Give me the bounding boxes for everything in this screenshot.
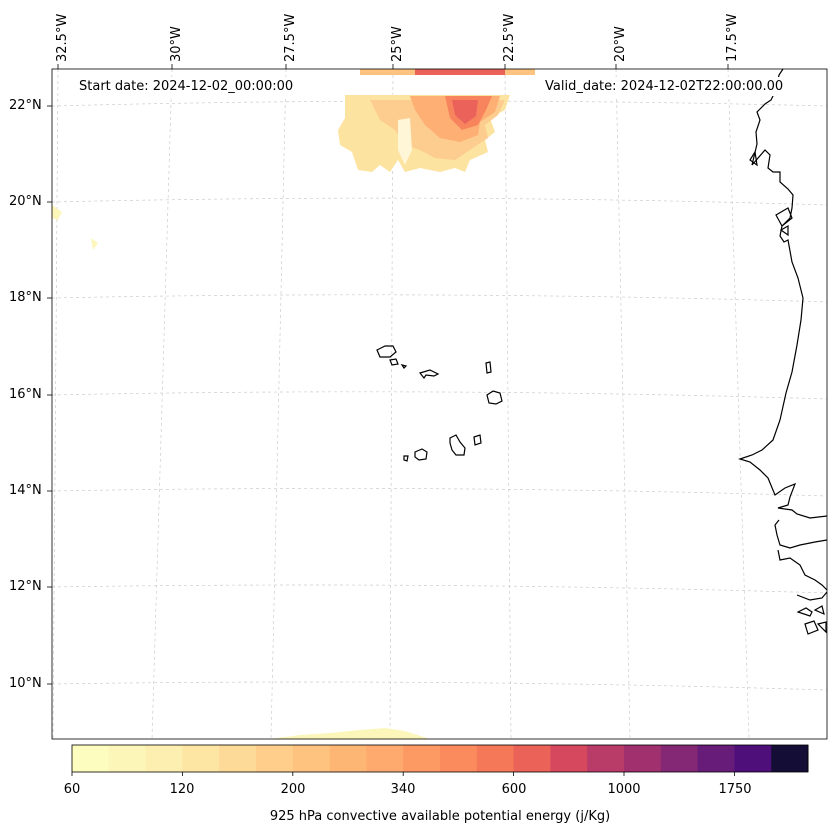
colorbar-segment	[72, 745, 110, 772]
sal-island	[485, 361, 492, 374]
colorbar-title: 925 hPa convective available potential e…	[269, 809, 611, 824]
colorbar-segment	[182, 745, 220, 772]
lat-label-20n: 20°N	[9, 194, 42, 209]
gridline-lat-12	[51, 584, 828, 594]
sao-nicolau-island	[418, 369, 440, 380]
colorbar-tick-label: 200	[280, 782, 306, 797]
cape-blob-north-red	[452, 100, 478, 124]
colorbar-segment	[734, 745, 772, 772]
colorbar-segment	[440, 745, 478, 772]
ocean-background	[52, 69, 827, 739]
cape-strip-top-red	[415, 69, 505, 75]
colorbar-segment	[587, 745, 625, 772]
lat-label-10n: 10°N	[9, 676, 42, 691]
gambia-coast	[774, 519, 828, 549]
axis-ticks	[47, 64, 729, 685]
colorbar-tick-label: 600	[501, 782, 527, 797]
colorbar-tick-label: 340	[390, 782, 416, 797]
lon-label-30w: 30°W	[169, 26, 184, 62]
lat-label-14n: 14°N	[9, 483, 42, 498]
colorbar-segment	[513, 745, 551, 772]
colorbar-tick-label: 1750	[718, 782, 752, 797]
santo-antao-island	[376, 345, 397, 358]
african-coast	[738, 68, 828, 519]
colorbar-segment	[771, 745, 809, 772]
lon-label-27-5w: 27.5°W	[283, 13, 298, 62]
gridline-lat-18	[51, 294, 828, 303]
gridline-lon-20	[615, 68, 631, 740]
colorbar-segment	[219, 745, 257, 772]
colorbar-tick-label: 60	[63, 782, 81, 797]
lon-label-17-5w: 17.5°W	[725, 13, 740, 62]
lon-label-25w: 25°W	[390, 26, 405, 62]
colorbar-ticks	[71, 772, 735, 776]
valid-date-label: Valid_date: 2024-12-02T22:00:00.00	[541, 77, 788, 96]
colorbar-segment	[697, 745, 735, 772]
colorbar-segment	[366, 745, 404, 772]
coastlines	[376, 68, 828, 635]
colorbar-tick-label: 120	[169, 782, 195, 797]
colorbar-segment	[145, 745, 183, 772]
colorbar-frame	[71, 744, 809, 773]
cape-blob-white-gap	[398, 118, 412, 165]
boa-vista-island	[486, 390, 503, 405]
colorbar	[72, 745, 809, 772]
bissagos-islands	[796, 605, 827, 635]
canary-islands	[749, 150, 793, 237]
gridline-lat-20	[51, 197, 828, 206]
brava-island	[403, 455, 409, 462]
colorbar-segment	[292, 745, 331, 772]
lat-label-12n: 12°N	[9, 579, 42, 594]
gridline-lon-27-5	[270, 68, 287, 740]
cape-field	[52, 69, 535, 739]
start-date-label: Start date: 2024-12-02_00:00:00	[75, 77, 298, 96]
colorbar-segment	[624, 745, 662, 772]
santiago-island	[449, 434, 466, 456]
lat-label-16n: 16°N	[9, 387, 42, 402]
colorbar-tick-label: 1000	[607, 782, 641, 797]
fogo-island	[414, 448, 428, 461]
cape-blob-west-1	[52, 205, 62, 220]
colorbar-segment	[550, 745, 588, 772]
cape-blob-south	[270, 728, 430, 739]
santa-luzia-island	[400, 364, 408, 369]
sao-vicente-island	[389, 358, 399, 366]
gridline-lat-22	[51, 100, 828, 107]
lon-label-22-5w: 22.5°W	[502, 13, 517, 62]
guinea-coast	[796, 591, 828, 601]
gridline-lon-30	[151, 68, 173, 740]
colorbar-segment	[108, 745, 147, 772]
colorbar-segment	[329, 745, 367, 772]
colorbar-segment	[476, 745, 515, 772]
lon-label-20w: 20°W	[613, 26, 628, 62]
gridlines	[51, 68, 828, 740]
gridline-lat-16	[51, 391, 828, 400]
colorbar-segment	[256, 745, 294, 772]
maio-island	[473, 434, 482, 446]
map-frame	[51, 68, 828, 740]
guinea-bissau-coast	[777, 549, 828, 591]
gridline-lon-32-5	[52, 68, 59, 740]
gridline-lon-22-5	[504, 68, 512, 740]
gridline-lon-25	[389, 68, 394, 740]
gridline-lat-14	[51, 488, 828, 497]
gridline-lon-17-5	[727, 68, 750, 740]
colorbar-segment	[660, 745, 699, 772]
lat-label-22n: 22°N	[9, 98, 42, 113]
lat-label-18n: 18°N	[9, 290, 42, 305]
gridline-lat-10	[51, 681, 828, 691]
lon-label-32-5w: 32.5°W	[55, 13, 70, 62]
cape-blob-west-2	[91, 238, 98, 250]
colorbar-segment	[403, 745, 441, 772]
